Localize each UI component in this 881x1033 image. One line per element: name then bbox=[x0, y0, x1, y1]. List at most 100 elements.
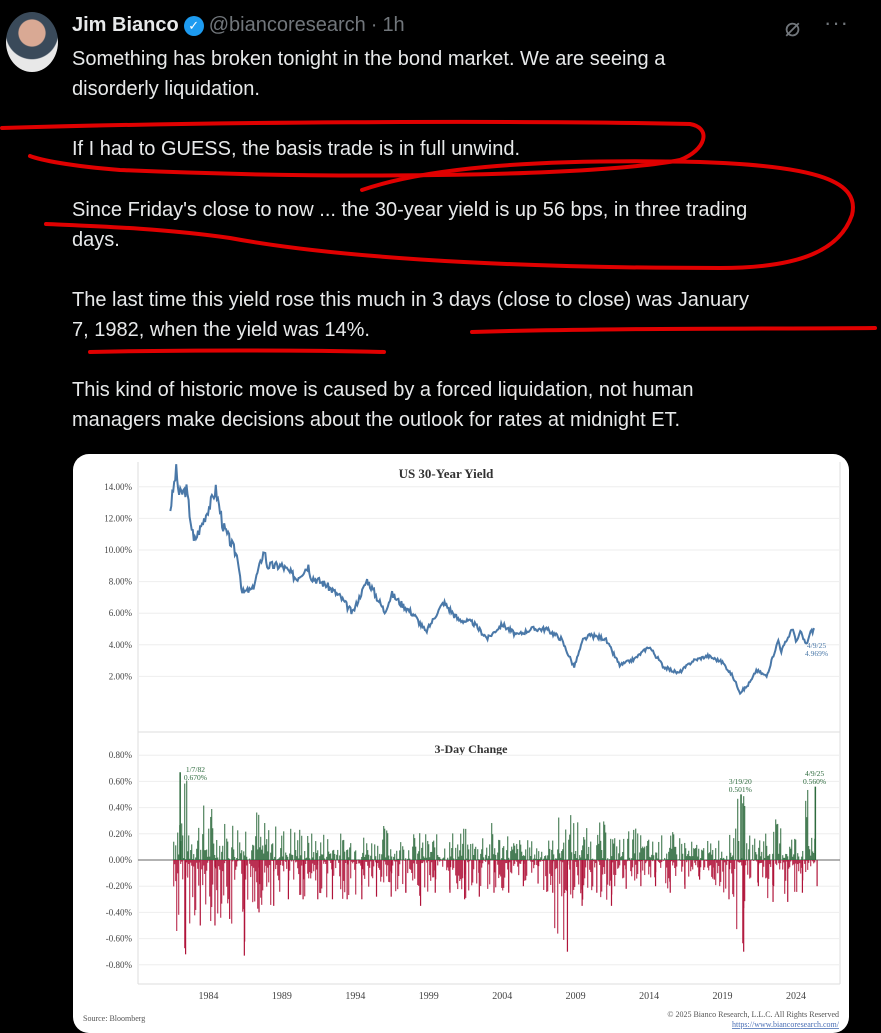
positive-change-bar bbox=[764, 857, 766, 860]
negative-change-bar bbox=[709, 860, 711, 866]
positive-change-bar bbox=[184, 783, 186, 860]
negative-change-bar bbox=[275, 860, 277, 870]
negative-change-bar bbox=[342, 860, 344, 899]
negative-change-bar bbox=[790, 860, 792, 862]
negative-change-bar bbox=[270, 860, 272, 905]
positive-change-bar bbox=[551, 849, 553, 860]
positive-change-bar bbox=[195, 857, 197, 860]
positive-change-bar bbox=[274, 856, 276, 860]
positive-change-bar bbox=[756, 854, 758, 860]
negative-change-bar bbox=[703, 860, 705, 870]
positive-change-bar bbox=[726, 855, 728, 860]
y-tick-label: 14.00% bbox=[104, 482, 132, 492]
positive-change-bar bbox=[339, 855, 341, 860]
negative-spike-bar bbox=[581, 860, 583, 906]
verified-badge-icon[interactable]: ✓ bbox=[183, 15, 204, 36]
positive-change-bar bbox=[599, 822, 601, 860]
positive-change-bar bbox=[375, 856, 377, 860]
positive-change-bar bbox=[794, 838, 796, 860]
negative-spike-bar bbox=[654, 860, 657, 887]
negative-change-bar bbox=[472, 860, 474, 883]
positive-change-bar bbox=[567, 859, 569, 860]
negative-change-bar bbox=[303, 860, 305, 880]
negative-change-bar bbox=[481, 860, 483, 868]
positive-change-bar bbox=[275, 826, 277, 860]
negative-change-bar bbox=[607, 860, 609, 885]
positive-change-bar bbox=[775, 819, 777, 860]
negative-change-bar bbox=[644, 860, 646, 876]
negative-change-bar bbox=[665, 860, 667, 884]
positive-change-bar bbox=[579, 855, 581, 860]
negative-change-bar bbox=[731, 860, 733, 874]
avatar[interactable] bbox=[6, 12, 58, 72]
negative-change-bar bbox=[700, 860, 702, 868]
negative-change-bar bbox=[384, 860, 386, 862]
negative-change-bar bbox=[499, 860, 501, 875]
y-tick-label: -0.20% bbox=[106, 881, 133, 891]
positive-change-bar bbox=[328, 851, 330, 860]
positive-change-bar bbox=[209, 856, 211, 860]
negative-spike-bar bbox=[537, 860, 539, 884]
negative-spike-bar bbox=[243, 860, 245, 956]
negative-change-bar bbox=[285, 860, 287, 862]
more-options-button[interactable]: ··· bbox=[824, 10, 849, 35]
positive-change-bar bbox=[688, 850, 690, 860]
negative-change-bar bbox=[723, 860, 725, 893]
negative-change-bar bbox=[304, 860, 306, 897]
positive-change-bar bbox=[442, 858, 444, 860]
negative-change-bar bbox=[246, 860, 248, 866]
negative-change-bar bbox=[309, 860, 311, 873]
timestamp[interactable]: 1h bbox=[382, 14, 405, 36]
chart-url-link[interactable]: https://www.biancoresearch.com/ bbox=[732, 1020, 840, 1029]
positive-change-bar bbox=[434, 847, 436, 860]
positive-change-bar bbox=[282, 856, 284, 860]
chart-image[interactable]: US 30-Year Yield 3-Day Change 2.00% 4.00%… bbox=[73, 454, 849, 1033]
positive-change-bar bbox=[642, 846, 644, 860]
positive-change-bar bbox=[499, 840, 501, 860]
negative-change-bar bbox=[814, 860, 816, 863]
negative-change-bar bbox=[511, 860, 513, 874]
x-tick-label: 2024 bbox=[786, 991, 806, 1002]
grok-icon[interactable]: ⌀ bbox=[784, 12, 800, 42]
positive-change-bar bbox=[227, 841, 229, 860]
positive-change-bar bbox=[712, 849, 714, 860]
negative-change-bar bbox=[276, 860, 278, 865]
positive-change-bar bbox=[603, 821, 605, 860]
positive-change-bar bbox=[614, 838, 616, 860]
negative-change-bar bbox=[174, 860, 176, 865]
positive-change-bar bbox=[729, 834, 731, 860]
negative-change-bar bbox=[380, 860, 382, 882]
negative-change-bar bbox=[319, 860, 321, 893]
positive-change-bar bbox=[495, 854, 497, 860]
negative-change-bar bbox=[556, 860, 558, 869]
negative-change-bar bbox=[691, 860, 693, 867]
negative-spike-bar bbox=[552, 860, 554, 893]
negative-change-bar bbox=[590, 860, 592, 873]
negative-change-bar bbox=[190, 860, 192, 863]
negative-change-bar bbox=[583, 860, 585, 886]
author-name[interactable]: Jim Bianco bbox=[72, 14, 179, 36]
author-handle[interactable]: @biancoresearch bbox=[208, 14, 366, 36]
negative-change-bar bbox=[339, 860, 341, 877]
negative-change-bar bbox=[687, 860, 689, 861]
negative-change-bar bbox=[368, 860, 370, 887]
positive-change-bar bbox=[785, 853, 787, 860]
negative-change-bar bbox=[795, 860, 797, 864]
positive-change-bar bbox=[791, 839, 793, 860]
positive-change-bar bbox=[198, 827, 200, 860]
negative-change-bar bbox=[565, 860, 567, 890]
circle-mark-basis-trade bbox=[0, 119, 706, 178]
negative-change-bar bbox=[444, 860, 446, 861]
negative-change-bar bbox=[559, 860, 561, 884]
negative-change-bar bbox=[592, 860, 594, 887]
negative-change-bar bbox=[720, 860, 722, 882]
positive-change-bar bbox=[616, 846, 618, 860]
negative-change-bar bbox=[267, 860, 269, 868]
positive-change-bar bbox=[643, 848, 645, 860]
positive-change-bar bbox=[237, 830, 239, 860]
positive-change-bar bbox=[334, 853, 336, 860]
positive-change-bar bbox=[390, 849, 392, 860]
positive-change-bar bbox=[746, 843, 748, 860]
positive-change-bar bbox=[374, 844, 376, 860]
negative-change-bar bbox=[570, 860, 572, 895]
